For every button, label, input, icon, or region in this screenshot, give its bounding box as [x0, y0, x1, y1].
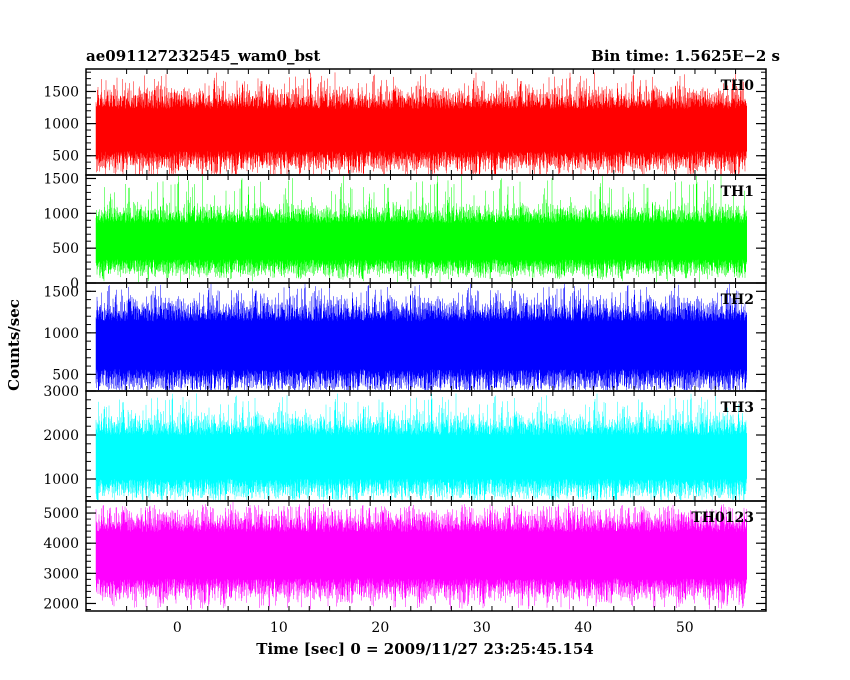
y-tick-label: 500 — [52, 367, 79, 383]
x-tick-label: 10 — [270, 620, 288, 636]
y-tick-label: 2000 — [43, 596, 79, 612]
axis-ticks — [86, 69, 766, 611]
series-traces — [95, 72, 747, 610]
series-line-th2 — [95, 284, 747, 390]
y-tick-label: 1500 — [43, 284, 79, 300]
x-tick-label: 0 — [173, 620, 182, 636]
y-axis-label: Counts/sec — [5, 299, 23, 391]
y-tick-label: 1000 — [43, 117, 79, 133]
series-th1 — [95, 176, 747, 282]
bin-time-label: Bin time: 1.5625E−2 s — [591, 47, 780, 65]
y-tick-label: 3000 — [43, 384, 79, 400]
y-tick-label: 1500 — [43, 171, 79, 187]
y-tick-label: 1000 — [43, 326, 79, 342]
panel-label-th1: TH1 — [721, 184, 754, 200]
series-th0 — [95, 72, 747, 174]
series-line-th0 — [95, 72, 747, 174]
chart-title: ae091127232545_wam0_bst — [86, 47, 320, 65]
series-th2 — [95, 284, 747, 390]
x-tick-label: 50 — [676, 620, 694, 636]
panel-label-th3: TH3 — [721, 400, 754, 416]
y-tick-label: 1500 — [43, 84, 79, 100]
y-tick-label: 2000 — [43, 428, 79, 444]
series-line-th0123 — [95, 502, 747, 610]
series-line-th3 — [95, 393, 747, 500]
panel-label-th2: TH2 — [721, 292, 754, 308]
x-axis-label: Time [sec] 0 = 2009/11/27 23:25:45.154 — [256, 640, 593, 658]
x-tick-label: 30 — [473, 620, 491, 636]
y-tick-label: 4000 — [43, 536, 79, 552]
panel-label-th0: TH0 — [721, 78, 755, 94]
y-tick-label: 500 — [52, 241, 79, 257]
y-tick-label: 5000 — [43, 506, 79, 522]
y-tick-label: 0 — [70, 276, 79, 292]
x-tick-label: 40 — [574, 620, 592, 636]
y-tick-label: 1000 — [43, 472, 79, 488]
y-tick-label: 1000 — [43, 206, 79, 222]
series-th3 — [95, 393, 747, 500]
panel-frame-th0123 — [85, 500, 767, 612]
series-th0123 — [95, 502, 747, 610]
y-tick-label: 500 — [52, 149, 79, 165]
x-tick-label: 20 — [371, 620, 389, 636]
y-tick-label: 3000 — [43, 566, 79, 582]
series-line-th1 — [95, 176, 747, 282]
panel-label-th0123: TH0123 — [691, 510, 754, 526]
panel-frames — [85, 68, 767, 612]
